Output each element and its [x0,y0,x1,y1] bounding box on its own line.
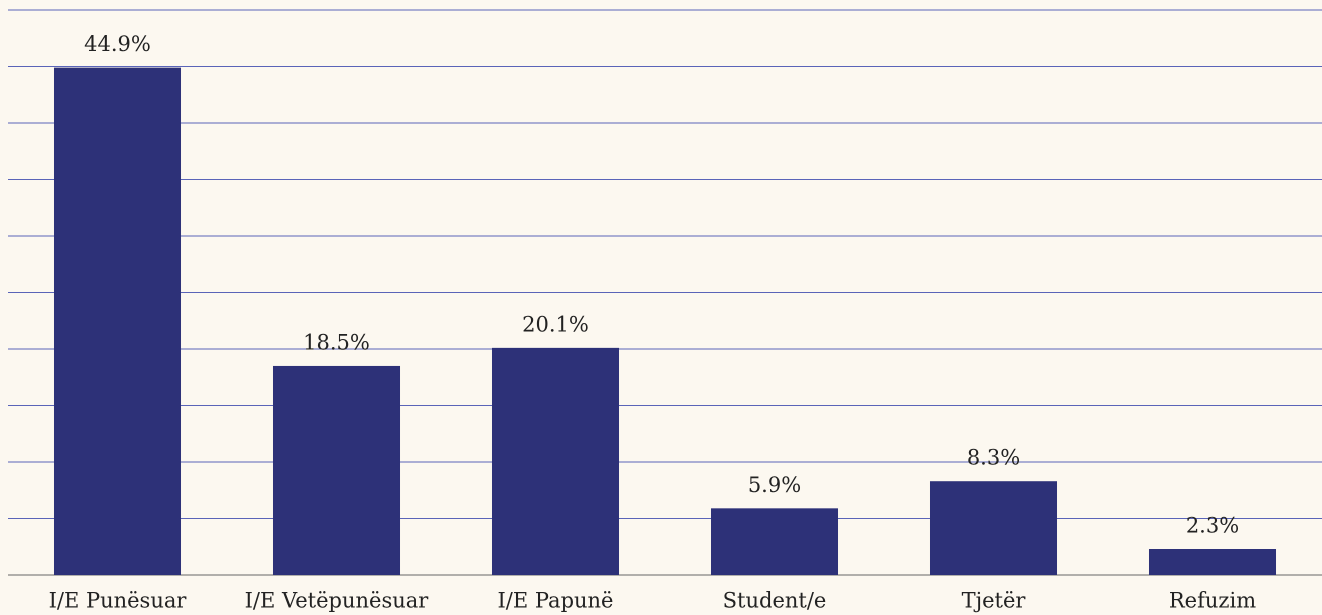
bar [53,67,182,575]
x-tick-label: I/E Papunë [497,589,613,613]
value-label: 44.9% [84,32,151,56]
value-label: 2.3% [1186,514,1239,538]
value-label: 20.1% [522,312,589,336]
x-tick-label: Student/e [723,589,827,613]
value-label: 5.9% [748,473,801,497]
bar [491,347,620,575]
bar [1148,549,1277,575]
x-tick-label: I/E Vetëpunësuar [245,589,430,613]
value-label: 18.5% [303,330,370,354]
bar [272,365,401,575]
value-label: 8.3% [967,446,1020,470]
x-tick-label: Refuzim [1169,589,1256,613]
x-tick-label: I/E Punësuar [49,589,188,613]
bar [929,481,1058,575]
x-tick-label: Tjetër [962,589,1027,613]
bar [710,508,839,575]
